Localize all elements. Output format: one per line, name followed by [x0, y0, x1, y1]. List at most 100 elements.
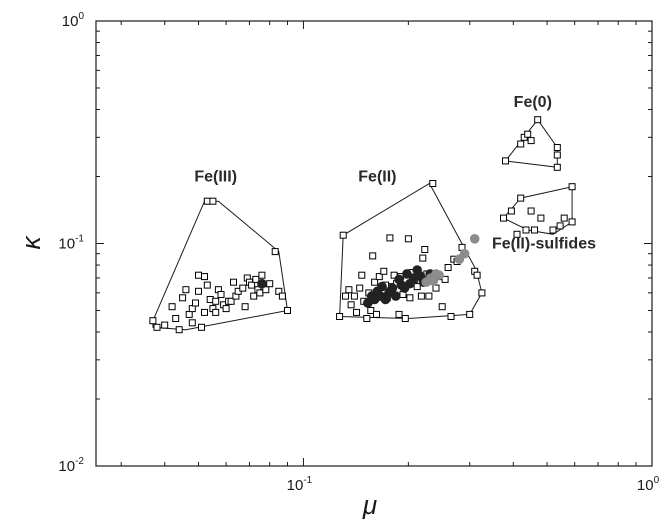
open-square-point	[500, 214, 507, 222]
filled-circle-point	[377, 281, 387, 292]
open-square-point	[413, 283, 421, 291]
open-square-point	[432, 284, 440, 292]
open-square-point	[531, 226, 538, 234]
open-square-point	[534, 116, 542, 124]
y-axis-label: κ	[16, 235, 46, 250]
filled-circle-point	[387, 283, 398, 293]
open-square-point	[549, 226, 557, 234]
open-square-point	[419, 254, 427, 262]
open-square-point	[201, 273, 208, 281]
open-square-point	[560, 214, 568, 222]
open-square-point	[473, 271, 481, 279]
open-square-point	[275, 287, 283, 295]
open-square-point	[524, 130, 532, 138]
x-tick-label: 100	[637, 475, 660, 494]
open-square-point	[262, 286, 270, 294]
open-square-point	[556, 222, 564, 230]
open-square-point	[358, 271, 366, 279]
open-square-point	[256, 289, 264, 297]
open-square-point	[212, 308, 220, 316]
open-square-point	[227, 297, 235, 305]
group-label: Fe(II)-sulfides	[492, 236, 596, 253]
open-square-point	[250, 292, 258, 300]
open-square-point	[513, 230, 521, 238]
open-square-point	[517, 194, 525, 202]
open-square-point	[209, 197, 217, 205]
open-square-point	[198, 323, 205, 331]
open-square-point	[553, 144, 561, 151]
open-square-point	[203, 281, 211, 289]
open-square-point	[258, 271, 266, 279]
filled-circle-point	[408, 273, 419, 283]
open-square-point	[201, 308, 208, 316]
open-square-point	[271, 248, 279, 256]
open-square-point	[182, 286, 190, 294]
open-square-point	[502, 157, 509, 165]
open-square-point	[478, 289, 486, 297]
filled-circle-point	[434, 270, 444, 281]
open-square-point	[553, 151, 561, 159]
open-square-point	[239, 284, 247, 292]
open-square-point	[425, 292, 433, 300]
open-square-point	[175, 326, 183, 334]
open-square-point	[179, 294, 187, 302]
open-square-point	[168, 303, 176, 311]
open-square-point	[375, 273, 383, 281]
open-square-point	[380, 267, 388, 275]
open-square-point	[417, 292, 425, 300]
filled-circle-point	[459, 248, 470, 259]
open-square-point	[522, 226, 530, 234]
open-square-point	[153, 323, 161, 331]
open-square-point	[278, 292, 286, 300]
labels-layer: Fe(III) Fe(II) Fe(0) Fe(II)-sulfides	[194, 94, 596, 252]
open-square-point	[266, 280, 274, 288]
filled-circle-point	[257, 278, 267, 289]
open-square-point	[527, 207, 535, 215]
group-label: Fe(III)	[194, 169, 237, 186]
x-tick-label: 10-1	[287, 475, 313, 494]
open-square-point	[241, 303, 249, 311]
open-square-point	[195, 287, 202, 295]
open-square-point	[217, 291, 225, 298]
open-square-point	[172, 315, 180, 322]
open-square-point	[369, 252, 377, 260]
filled-circle-point	[469, 234, 480, 244]
open-square-point	[284, 307, 291, 314]
open-square-point	[185, 310, 193, 318]
open-square-point	[517, 140, 525, 148]
open-square-point	[371, 278, 379, 286]
open-square-point	[339, 231, 347, 239]
ticks-layer: 10-1 100 10-2 10-1 100	[58, 11, 659, 494]
open-square-point	[401, 315, 409, 322]
open-square-point	[441, 275, 449, 283]
open-square-point	[347, 301, 355, 309]
open-square-point	[192, 299, 199, 307]
hull-0	[152, 200, 289, 331]
group-label: Fe(0)	[514, 94, 552, 111]
open-square-point	[395, 310, 403, 318]
open-square-point	[356, 284, 364, 292]
open-square-point	[537, 214, 545, 222]
y-tick-label: 10-1	[58, 234, 84, 253]
open-square-point	[342, 292, 349, 300]
open-square-point	[527, 137, 535, 145]
open-square-point	[350, 292, 358, 300]
open-square-point	[336, 313, 344, 320]
open-square-point	[404, 235, 412, 243]
open-square-point	[386, 234, 394, 242]
open-square-point	[188, 319, 196, 327]
open-square-point	[149, 317, 157, 325]
open-square-point	[345, 286, 353, 294]
group-label: Fe(II)	[358, 169, 396, 186]
open-square-point	[406, 294, 414, 302]
open-square-point	[367, 307, 375, 314]
open-square-point	[195, 271, 202, 279]
open-square-point	[230, 278, 237, 286]
open-square-point	[438, 303, 446, 311]
open-square-point	[466, 310, 474, 318]
filled-circle-point	[391, 291, 401, 301]
open-square-point	[507, 207, 515, 215]
open-square-point	[568, 218, 576, 226]
open-square-point	[353, 308, 360, 316]
